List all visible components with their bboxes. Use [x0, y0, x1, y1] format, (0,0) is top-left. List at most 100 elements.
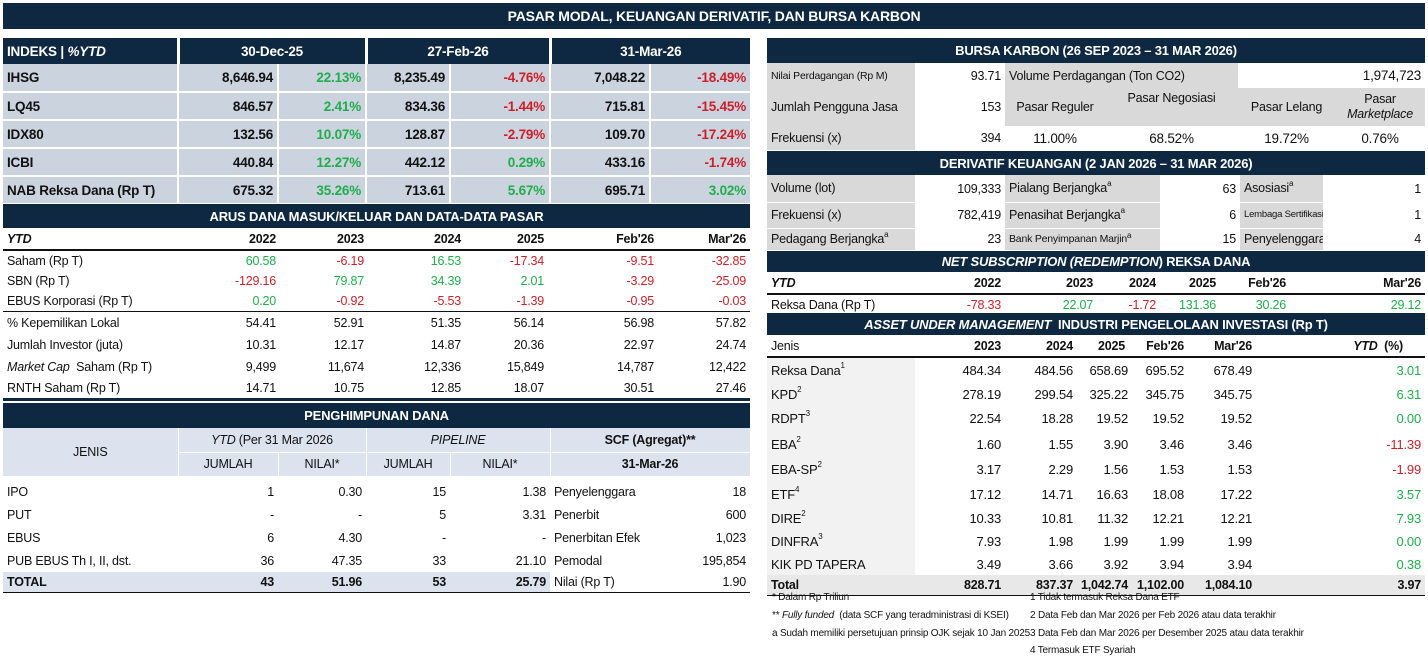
- market-share: 19.72%: [1264, 130, 1309, 146]
- aum-value: 16.63: [1096, 487, 1128, 502]
- carbon-title: BURSA KARBON (26 SEP 2023 – 31 MAR 2026): [767, 38, 1425, 63]
- index-change: -1.44%: [450, 92, 552, 121]
- footnote: 2 Data Feb dan Mar 2026 per Feb 2026 ata…: [1030, 610, 1276, 621]
- table-row: NAB Reksa Dana (Rp T) 675.32 35.26% 713.61 5…: [3, 176, 751, 205]
- index-name: IHSG: [3, 64, 179, 93]
- year-header: 2023: [280, 228, 368, 251]
- footnote-marker: 2: [797, 385, 802, 394]
- aum-label: Reksa Dana1: [767, 357, 915, 383]
- aum-value: 1.99: [1227, 534, 1252, 549]
- aum-title: ASSET UNDER MANAGEMENT INDUSTRI PENGELOL…: [767, 313, 1425, 335]
- fund-value: 33: [432, 553, 447, 568]
- footnote-marker: 2: [801, 509, 806, 518]
- index-change: -2.79%: [450, 120, 552, 149]
- year-header: 2024: [1005, 335, 1077, 358]
- flow-value: 57.82: [658, 311, 750, 334]
- flow-value: 56.14: [465, 311, 548, 334]
- flow-value: 20.36: [513, 337, 544, 352]
- date-header: 30-Dec-25: [178, 38, 368, 64]
- aum-label: EBA2: [767, 431, 915, 457]
- scf-value: 600: [725, 507, 747, 522]
- table-row: EBA2 1.60 1.55 3.90 3.46 3.46 -11.39: [767, 431, 1425, 457]
- aum-total-value: 1,042.74: [1077, 575, 1129, 596]
- aum-value: 3.46: [1227, 436, 1252, 452]
- table-row: SBN (Rp T) -129.16 79.87 34.39 2.01 -3.29 -25.…: [3, 271, 750, 292]
- footnote: ** Fully funded (data SCF yang teradmini…: [772, 610, 1009, 621]
- table-row: IHSG 8,646.94 22.13% 8,235.49 -4.76% 7,048.22…: [3, 64, 751, 93]
- aum-label: EBA-SP2: [767, 457, 915, 482]
- sub-header: NILAI*: [450, 452, 551, 477]
- table-row: Frekuensi (x) 782,419 Penasihat Berjangkaa…: [767, 202, 1425, 229]
- table-row: DIRE2 10.33 10.81 11.32 12.21 12.21 7.93: [767, 507, 1425, 530]
- aum-label: DIRE2: [767, 507, 915, 530]
- sub-header: NILAI*: [278, 452, 367, 477]
- index-value: 442.12: [366, 148, 451, 177]
- index-value: 132.56: [178, 120, 279, 149]
- table-row: DINFRA3 7.93 1.98 1.99 1.99 1.99 0.00: [767, 530, 1425, 553]
- deriv-value: 15: [1222, 232, 1236, 246]
- netsub-value: 131.36: [1178, 297, 1216, 312]
- footnote-marker: a: [1107, 179, 1112, 189]
- flow-value: 15,849: [506, 359, 544, 374]
- table-row: Jumlah Investor (juta) 10.31 12.17 14.87 20.…: [3, 334, 750, 356]
- fund-jenis: PUB EBUS Th I, II, dst.: [7, 553, 132, 568]
- flow-value: 16.53: [430, 253, 461, 268]
- footnote: 1 Tidak termasuk Reksa Dana ETF: [1030, 592, 1180, 603]
- indices-table: INDEKS | %YTD 30-Dec-25 27-Feb-26 31-Mar…: [3, 38, 751, 205]
- fund-value: 5: [439, 507, 447, 522]
- table-row: EBUS 6 4.30- - Penerbitan Efek 1,023: [3, 526, 750, 549]
- nilai-label: Nilai Perdagangan (Rp M): [767, 63, 915, 88]
- aum-label: KIK PD TAPERA: [767, 553, 915, 575]
- scf-label: Penyelenggara: [554, 484, 636, 499]
- fund-value: 21.10: [515, 553, 547, 568]
- flow-label: Market Cap Saham (Rp T): [7, 359, 153, 374]
- aum-value: 2.29: [1048, 462, 1073, 477]
- flow-value: 60.58: [245, 253, 276, 268]
- aum-value: 658.69: [1089, 363, 1128, 378]
- table-row: Pedagang Berjangkaa 23 Bank Penyimpanan Ma…: [767, 228, 1425, 251]
- table-row: PUT - - 5 3.31 Penerbit 600: [3, 503, 750, 526]
- footnote: 4 Termasuk ETF Syariah: [1030, 645, 1136, 656]
- table-row: RNTH Saham (Rp T) 14.71 10.75 12.85 18.07 30.…: [3, 377, 750, 401]
- aum-value: 18.08: [1152, 487, 1184, 502]
- footnote-marker: 3: [818, 532, 823, 541]
- aum-value: 1.53: [1159, 462, 1184, 477]
- aum-value: 278.19: [962, 387, 1001, 402]
- index-change: -15.45%: [650, 92, 751, 121]
- jenis-header: Jenis: [767, 335, 915, 358]
- year-header: 2024: [1097, 272, 1160, 295]
- aum-value: 3.94: [1159, 556, 1184, 572]
- fund-jenis: PUT: [7, 507, 32, 522]
- index-change: 35.26%: [278, 176, 367, 205]
- flow-value: -32.85: [711, 253, 746, 268]
- aum-value: 678.49: [1213, 363, 1252, 378]
- index-change: -17.24%: [650, 120, 751, 149]
- flow-label: RNTH Saham (Rp T): [3, 377, 190, 401]
- footnote-marker: a: [884, 230, 889, 239]
- index-name: NAB Reksa Dana (Rp T): [3, 176, 179, 205]
- index-value: 675.32: [178, 176, 279, 205]
- deriv-label: Pialang Berjangkaa: [1005, 175, 1160, 203]
- aum-value: 3.92: [1103, 556, 1128, 572]
- aum-label: DINFRA3: [767, 530, 915, 553]
- market-label: Pasar Lelang: [1238, 88, 1336, 126]
- aum-value: 19.52: [1220, 411, 1252, 426]
- index-value: 8,235.49: [366, 64, 451, 93]
- aum-value: 1.56: [1103, 462, 1128, 477]
- index-value: 846.57: [178, 92, 279, 121]
- netsub-value: 29.12: [1390, 297, 1421, 312]
- table-row: ICBI 440.84 12.27% 442.12 0.29% 433.16 -1.74%: [3, 148, 751, 177]
- aum-value: 3.49: [976, 556, 1001, 572]
- index-value: 713.61: [366, 176, 451, 205]
- aum-value: 19.52: [1096, 411, 1128, 426]
- deriv-value: 782,419: [957, 208, 1001, 222]
- fund-value: 1: [267, 484, 274, 499]
- year-header: 2025: [465, 228, 548, 251]
- aum-value: 18.28: [1041, 411, 1073, 426]
- flow-value: 9,499: [245, 359, 276, 374]
- scf-value: 195,854: [702, 553, 747, 568]
- deriv-value: 4: [1414, 232, 1421, 246]
- aum-value: 0.00: [1396, 411, 1421, 426]
- scf-date: 31-Mar-26: [550, 452, 751, 477]
- flow-value: 54.41: [190, 311, 280, 334]
